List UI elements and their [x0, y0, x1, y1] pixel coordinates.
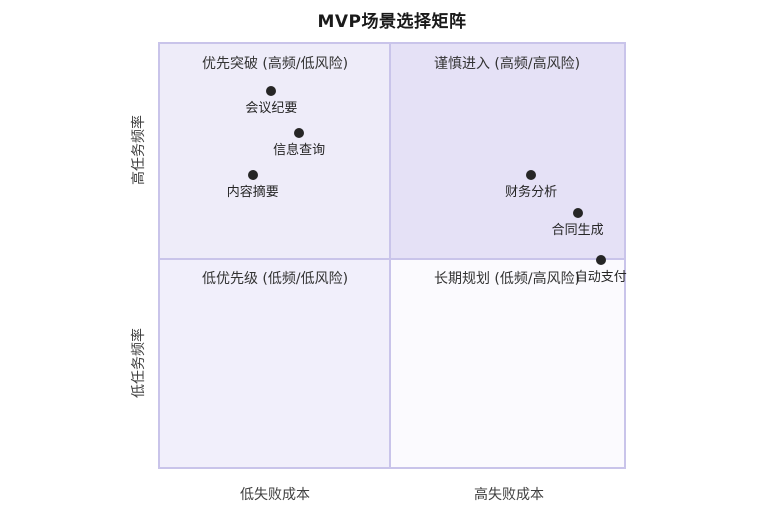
quadrant-divider-vertical [389, 44, 391, 467]
data-point-label: 财务分析 [505, 185, 558, 201]
data-point [247, 170, 258, 181]
data-point [526, 170, 537, 181]
plot-area: 优先突破 (高频/低风险) 谨慎进入 (高频/高风险) 低优先级 (低频/低风险… [158, 42, 627, 469]
quadrant-bottom-left: 低优先级 (低频/低风险) [160, 259, 390, 467]
data-point-label: 自动支付 [574, 269, 627, 285]
quadrant-top-left-label: 优先突破 (高频/低风险) [201, 56, 349, 72]
quadrant-divider-horizontal [160, 258, 624, 260]
data-point-label: 合同生成 [551, 223, 604, 239]
data-point [266, 85, 277, 96]
chart-title: MVP场景选择矩阵 [317, 12, 467, 32]
x-axis-label-right: 高失败成本 [474, 487, 544, 503]
x-axis-label-left: 低失败成本 [240, 487, 310, 503]
quadrant-top-right: 谨慎进入 (高频/高风险) [390, 44, 624, 259]
data-point-label: 内容摘要 [226, 185, 279, 201]
data-point [595, 254, 606, 265]
quadrant-grid: 优先突破 (高频/低风险) 谨慎进入 (高频/高风险) 低优先级 (低频/低风险… [160, 44, 624, 467]
data-point-label: 信息查询 [273, 142, 326, 158]
quadrant-bottom-right-label: 长期规划 (低频/高风险) [433, 271, 581, 287]
quadrant-bottom-left-label: 低优先级 (低频/低风险) [201, 271, 349, 287]
quadrant-top-right-label: 谨慎进入 (高频/高风险) [433, 56, 581, 72]
quadrant-top-left: 优先突破 (高频/低风险) [160, 44, 390, 259]
data-point-label: 会议纪要 [245, 100, 298, 116]
data-point [294, 127, 305, 138]
data-point [572, 208, 583, 219]
quadrant-bottom-right: 长期规划 (低频/高风险) [390, 259, 624, 467]
